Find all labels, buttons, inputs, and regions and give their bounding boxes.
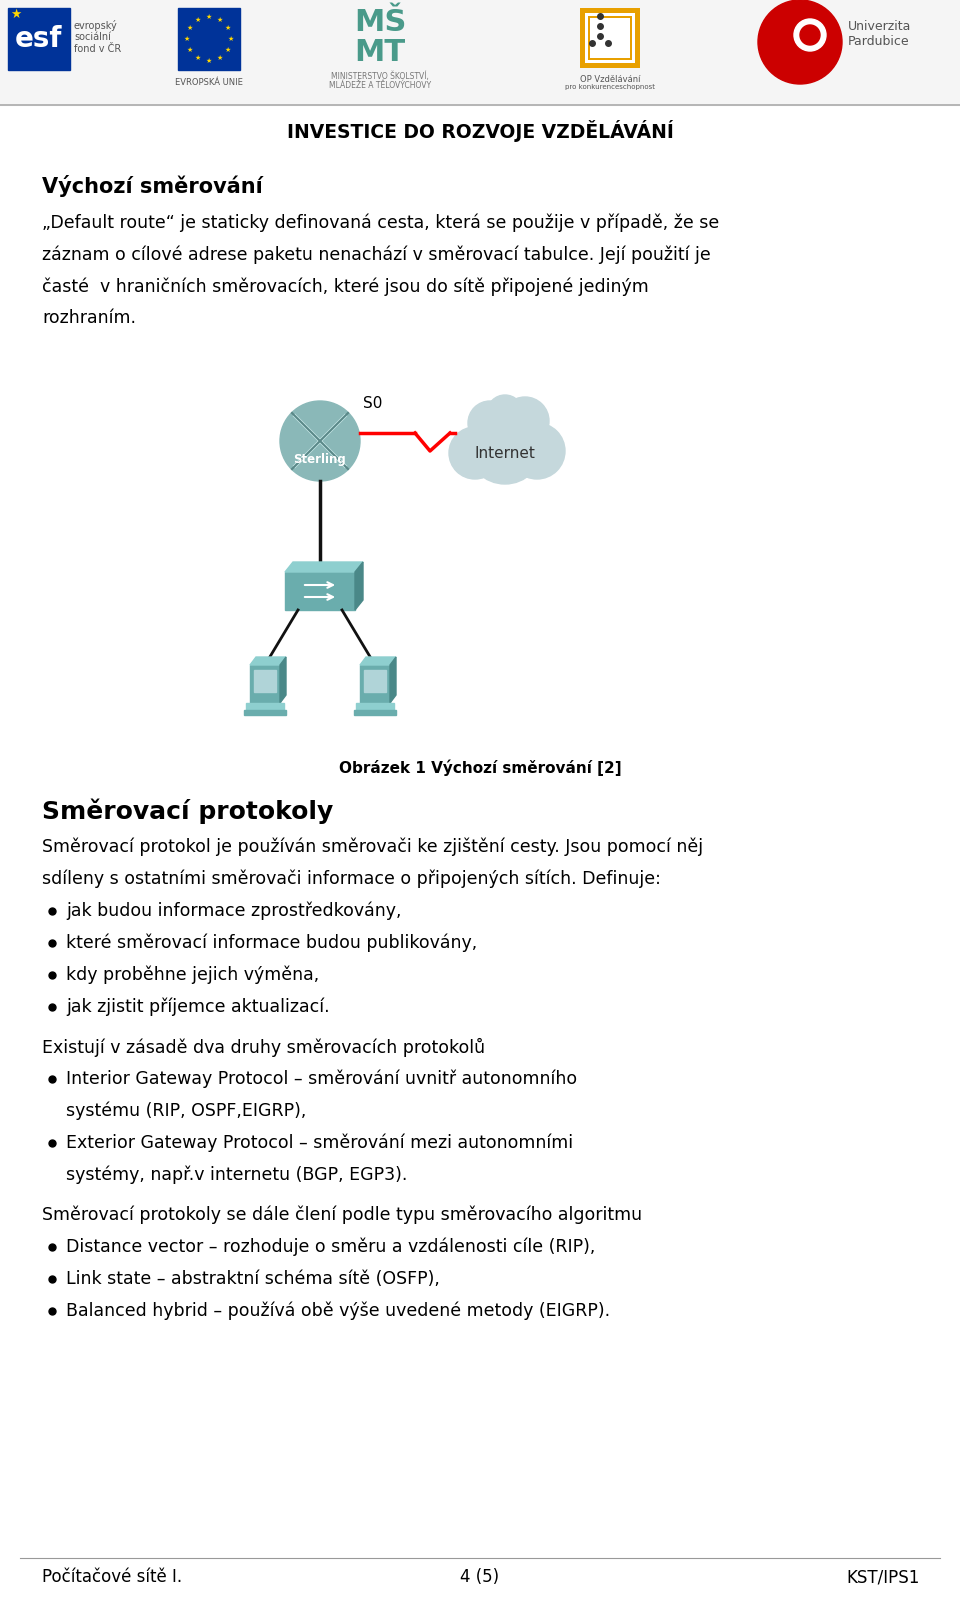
Polygon shape	[355, 562, 363, 610]
Circle shape	[468, 402, 512, 445]
Text: fond v ČR: fond v ČR	[74, 43, 121, 54]
Text: Interior Gateway Protocol – směrování uvnitř autonomního: Interior Gateway Protocol – směrování uv…	[66, 1070, 577, 1088]
FancyBboxPatch shape	[285, 573, 355, 610]
Text: ★: ★	[195, 18, 202, 22]
Text: kdy proběhne jejich výměna,: kdy proběhne jejich výměna,	[66, 966, 320, 984]
Text: Směrovací protokoly: Směrovací protokoly	[42, 798, 333, 824]
Text: Směrovací protokoly se dále člení podle typu směrovacího algoritmu: Směrovací protokoly se dále člení podle …	[42, 1206, 642, 1224]
Text: Výchozí směrování: Výchozí směrování	[42, 174, 263, 197]
Text: ★: ★	[217, 54, 223, 61]
Text: 4 (5): 4 (5)	[461, 1568, 499, 1586]
FancyBboxPatch shape	[250, 666, 280, 702]
Text: časté  v hraničních směrovacích, které jsou do sítě připojené jediným: časté v hraničních směrovacích, které js…	[42, 277, 649, 296]
Text: INVESTICE DO ROZVOJE VZDĚLÁVÁNÍ: INVESTICE DO ROZVOJE VZDĚLÁVÁNÍ	[287, 120, 673, 142]
Text: rozhraním.: rozhraním.	[42, 309, 136, 326]
Text: Pardubice: Pardubice	[848, 35, 910, 48]
Text: ★: ★	[11, 8, 22, 21]
Text: Exterior Gateway Protocol – směrování mezi autonomními: Exterior Gateway Protocol – směrování me…	[66, 1134, 573, 1152]
Text: MŠ: MŠ	[354, 8, 406, 37]
Bar	[246, 702, 284, 710]
Text: ★: ★	[187, 46, 193, 53]
Circle shape	[467, 408, 543, 483]
Text: ★: ★	[217, 18, 223, 22]
Text: systému (RIP, OSPF,EIGRP),: systému (RIP, OSPF,EIGRP),	[66, 1102, 306, 1120]
Bar	[475, 446, 535, 470]
Text: ★: ★	[205, 14, 212, 19]
Text: ★: ★	[225, 26, 231, 30]
Bar	[590, 18, 630, 58]
Text: které směrovací informace budou publikovány,: které směrovací informace budou publikov…	[66, 934, 477, 952]
Text: Počítačové sítě I.: Počítačové sítě I.	[42, 1568, 182, 1586]
Text: ★: ★	[225, 46, 231, 53]
Text: KST/IPS1: KST/IPS1	[847, 1568, 920, 1586]
Bar	[244, 710, 286, 715]
Text: EVROPSKÁ UNIE: EVROPSKÁ UNIE	[175, 78, 243, 86]
Text: S0: S0	[363, 395, 382, 411]
Bar	[0, 0, 960, 106]
Text: Sterling: Sterling	[294, 453, 347, 466]
Circle shape	[800, 26, 820, 45]
Text: pro konkurenceschopnost: pro konkurenceschopnost	[565, 83, 655, 90]
Bar	[364, 670, 386, 691]
Text: systémy, např.v internetu (BGP, EGP3).: systémy, např.v internetu (BGP, EGP3).	[66, 1166, 407, 1184]
Text: ★: ★	[228, 35, 234, 42]
Text: záznam o cílové adrese paketu nenachází v směrovací tabulce. Její použití je: záznam o cílové adrese paketu nenachází …	[42, 245, 710, 264]
Text: esf: esf	[15, 26, 62, 53]
Circle shape	[501, 397, 549, 445]
Text: MT: MT	[354, 38, 405, 67]
Bar	[585, 13, 635, 62]
Text: Univerzita: Univerzita	[848, 19, 911, 34]
Polygon shape	[285, 562, 363, 573]
Text: Balanced hybrid – používá obě výše uvedené metody (EIGRP).: Balanced hybrid – používá obě výše uvede…	[66, 1302, 611, 1320]
Bar	[178, 8, 240, 70]
Text: Existují v zásadě dva druhy směrovacích protokolů: Existují v zásadě dva druhy směrovacích …	[42, 1038, 485, 1058]
Text: ★: ★	[205, 58, 212, 64]
Text: MINISTERSTVO ŠKOLSTVÍ,: MINISTERSTVO ŠKOLSTVÍ,	[331, 72, 429, 82]
Polygon shape	[390, 658, 396, 702]
Bar	[356, 702, 394, 710]
Text: sdíleny s ostatními směrovači informace o připojených sítích. Definuje:: sdíleny s ostatními směrovači informace …	[42, 870, 660, 888]
Text: ★: ★	[187, 26, 193, 30]
Bar	[354, 710, 396, 715]
Circle shape	[758, 0, 842, 83]
Polygon shape	[250, 658, 286, 666]
Text: Distance vector – rozhoduje o směru a vzdálenosti cíle (RIP),: Distance vector – rozhoduje o směru a vz…	[66, 1238, 595, 1256]
Text: Směrovací protokol je používán směrovači ke zjištění cesty. Jsou pomocí něj: Směrovací protokol je používán směrovači…	[42, 838, 703, 856]
Text: Link state – abstraktní schéma sítě (OSFP),: Link state – abstraktní schéma sítě (OSF…	[66, 1270, 440, 1288]
Circle shape	[449, 427, 501, 478]
Polygon shape	[360, 658, 396, 666]
Text: Internet: Internet	[474, 445, 536, 461]
Circle shape	[280, 402, 360, 482]
Circle shape	[509, 422, 565, 478]
Text: evropský: evropský	[74, 19, 118, 30]
Text: OP Vzdělávání: OP Vzdělávání	[580, 75, 640, 83]
Bar	[254, 670, 276, 691]
Text: ★: ★	[184, 35, 190, 42]
Polygon shape	[280, 658, 286, 702]
Circle shape	[794, 19, 826, 51]
Text: „Default route“ je staticky definovaná cesta, která se použije v případě, že se: „Default route“ je staticky definovaná c…	[42, 213, 719, 232]
Circle shape	[487, 395, 523, 430]
Text: MLÁDEŽE A TĚLOVÝCHOVY: MLÁDEŽE A TĚLOVÝCHOVY	[329, 82, 431, 90]
Bar	[588, 16, 632, 59]
Text: Obrázek 1 Výchozí směrování [2]: Obrázek 1 Výchozí směrování [2]	[339, 760, 621, 776]
Bar	[8, 8, 70, 70]
Bar	[580, 8, 640, 67]
Text: jak budou informace zprostředkovány,: jak budou informace zprostředkovány,	[66, 902, 401, 920]
Text: sociální: sociální	[74, 32, 110, 42]
Text: ★: ★	[195, 54, 202, 61]
FancyBboxPatch shape	[360, 666, 390, 702]
Text: jak zjistit příjemce aktualizací.: jak zjistit příjemce aktualizací.	[66, 998, 329, 1016]
